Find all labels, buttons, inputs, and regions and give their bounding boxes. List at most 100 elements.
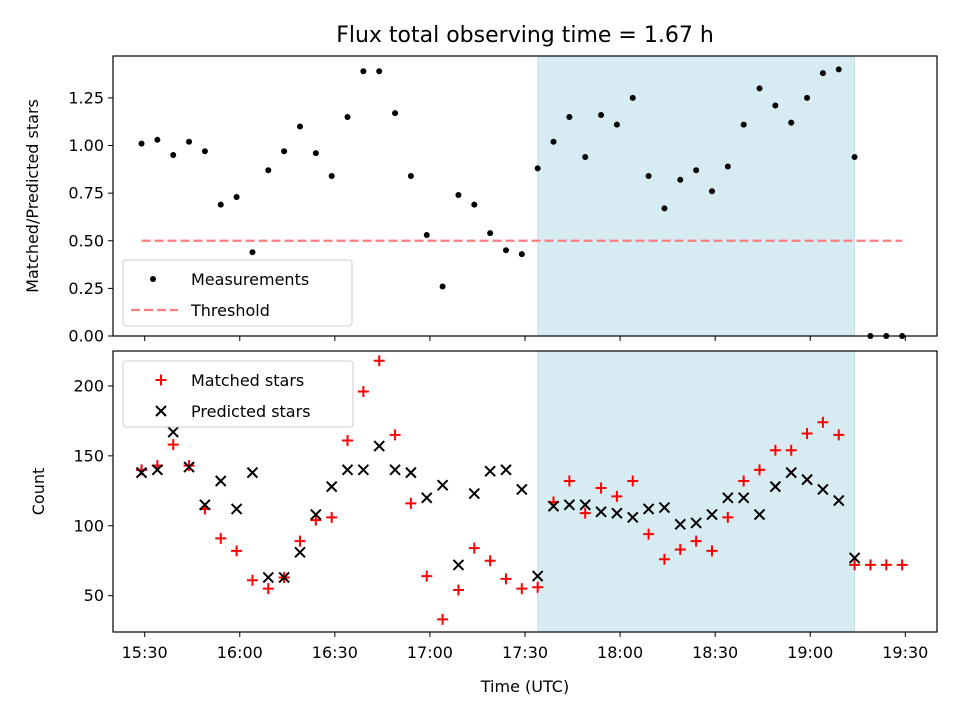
legend-label-matched-stars: Matched stars: [191, 371, 304, 390]
data-point: [423, 232, 430, 239]
data-point: [851, 153, 858, 160]
data-point: [579, 499, 591, 511]
data-point: [547, 500, 560, 512]
data-point: [658, 501, 671, 514]
data-point: [706, 508, 718, 521]
data-point: [199, 499, 211, 511]
data-point: [231, 545, 243, 557]
data-point: [563, 499, 576, 511]
data-point: [531, 570, 544, 582]
data-point: [611, 507, 623, 519]
data-point: [262, 571, 274, 584]
data-point: [819, 70, 826, 77]
data-point: [405, 466, 417, 479]
bottom-legend-box: [122, 360, 354, 428]
top-series: [138, 66, 906, 339]
data-point: [753, 508, 766, 521]
data-point: [785, 466, 797, 479]
data-point: [262, 583, 274, 595]
x-tick-label: 18:00: [597, 643, 643, 662]
legend-label-threshold: Threshold: [190, 301, 270, 320]
data-point: [532, 581, 544, 593]
y-tick-label: 200: [73, 376, 104, 395]
y-tick-label: 150: [73, 446, 104, 465]
data-point: [627, 475, 639, 487]
data-point: [690, 517, 702, 529]
y-tick-label: 100: [73, 516, 104, 535]
data-point: [138, 140, 145, 147]
data-point: [421, 492, 433, 504]
data-point: [373, 355, 385, 367]
data-point: [516, 483, 528, 496]
y-tick-label: 0.25: [68, 279, 104, 298]
data-point: [754, 464, 766, 476]
data-point: [756, 85, 763, 92]
data-point: [154, 136, 161, 143]
data-point: [468, 542, 480, 554]
data-point: [722, 511, 734, 523]
data-point: [357, 464, 370, 476]
legend-label-measurements: Measurements: [191, 270, 309, 289]
data-point: [896, 559, 908, 571]
data-point: [246, 574, 258, 586]
data-point: [677, 176, 684, 183]
data-point: [674, 518, 686, 531]
data-point: [468, 487, 480, 500]
data-point: [500, 464, 512, 476]
bottom-axis-ticks: 50 100 150 200 15:30 16:00 16:30 17:00 17:30 18:0…: [73, 376, 928, 662]
top-y-axis-label: Matched/Predicted stars: [23, 99, 42, 293]
top-axis-ticks: 0.00 0.25 0.50 0.75 1.00 1.25: [68, 88, 906, 346]
panel-count: 50 100 150 200 15:30 16:00 16:30 17:00 17:30 18:0…: [29, 350, 938, 662]
x-tick-label: 17:30: [502, 643, 548, 662]
data-point: [167, 439, 179, 451]
data-point: [643, 528, 655, 540]
data-point: [598, 112, 605, 119]
data-point: [215, 532, 227, 544]
data-point: [582, 153, 589, 160]
data-point: [341, 464, 354, 476]
data-point: [627, 511, 639, 524]
x-tick-label: 19:00: [787, 643, 833, 662]
observing-span-bottom: [537, 350, 856, 633]
bottom-legend: Matched stars Predicted stars: [122, 360, 354, 428]
legend-marker-measurements: [150, 276, 156, 282]
data-point: [310, 508, 322, 521]
data-point: [439, 283, 446, 290]
observing-span-top: [537, 55, 856, 337]
y-tick-label: 0.75: [68, 184, 104, 203]
y-tick-label: 0.00: [68, 327, 104, 346]
data-point: [738, 475, 750, 487]
data-point: [421, 570, 433, 582]
y-tick-label: 50: [84, 586, 104, 605]
data-point: [360, 68, 367, 75]
data-point: [722, 492, 734, 504]
x-tick-label: 15:30: [122, 643, 168, 662]
data-point: [150, 276, 156, 282]
data-point: [708, 188, 715, 195]
data-point: [817, 416, 829, 428]
data-point: [849, 559, 861, 571]
data-point: [376, 68, 383, 75]
data-point: [357, 386, 369, 398]
data-point: [389, 464, 401, 476]
data-point: [833, 494, 845, 507]
data-point: [724, 163, 731, 170]
data-point: [563, 475, 575, 487]
data-point: [342, 434, 354, 446]
x-tick-label: 16:30: [312, 643, 358, 662]
data-point: [550, 138, 557, 145]
series-measurements: [138, 66, 906, 339]
panel-ratio: 0.00 0.25 0.50 0.75 1.00 1.25 Matched/Predict…: [23, 55, 938, 346]
data-point: [579, 507, 591, 519]
y-tick-label: 1.25: [68, 88, 104, 107]
data-point: [661, 205, 668, 212]
data-point: [294, 535, 306, 547]
data-point: [629, 94, 636, 101]
data-point: [833, 429, 845, 441]
data-point: [502, 247, 509, 254]
data-point: [326, 511, 338, 523]
data-point: [769, 444, 781, 456]
data-point: [693, 167, 700, 174]
y-tick-label: 0.50: [68, 231, 104, 250]
data-point: [740, 121, 747, 128]
